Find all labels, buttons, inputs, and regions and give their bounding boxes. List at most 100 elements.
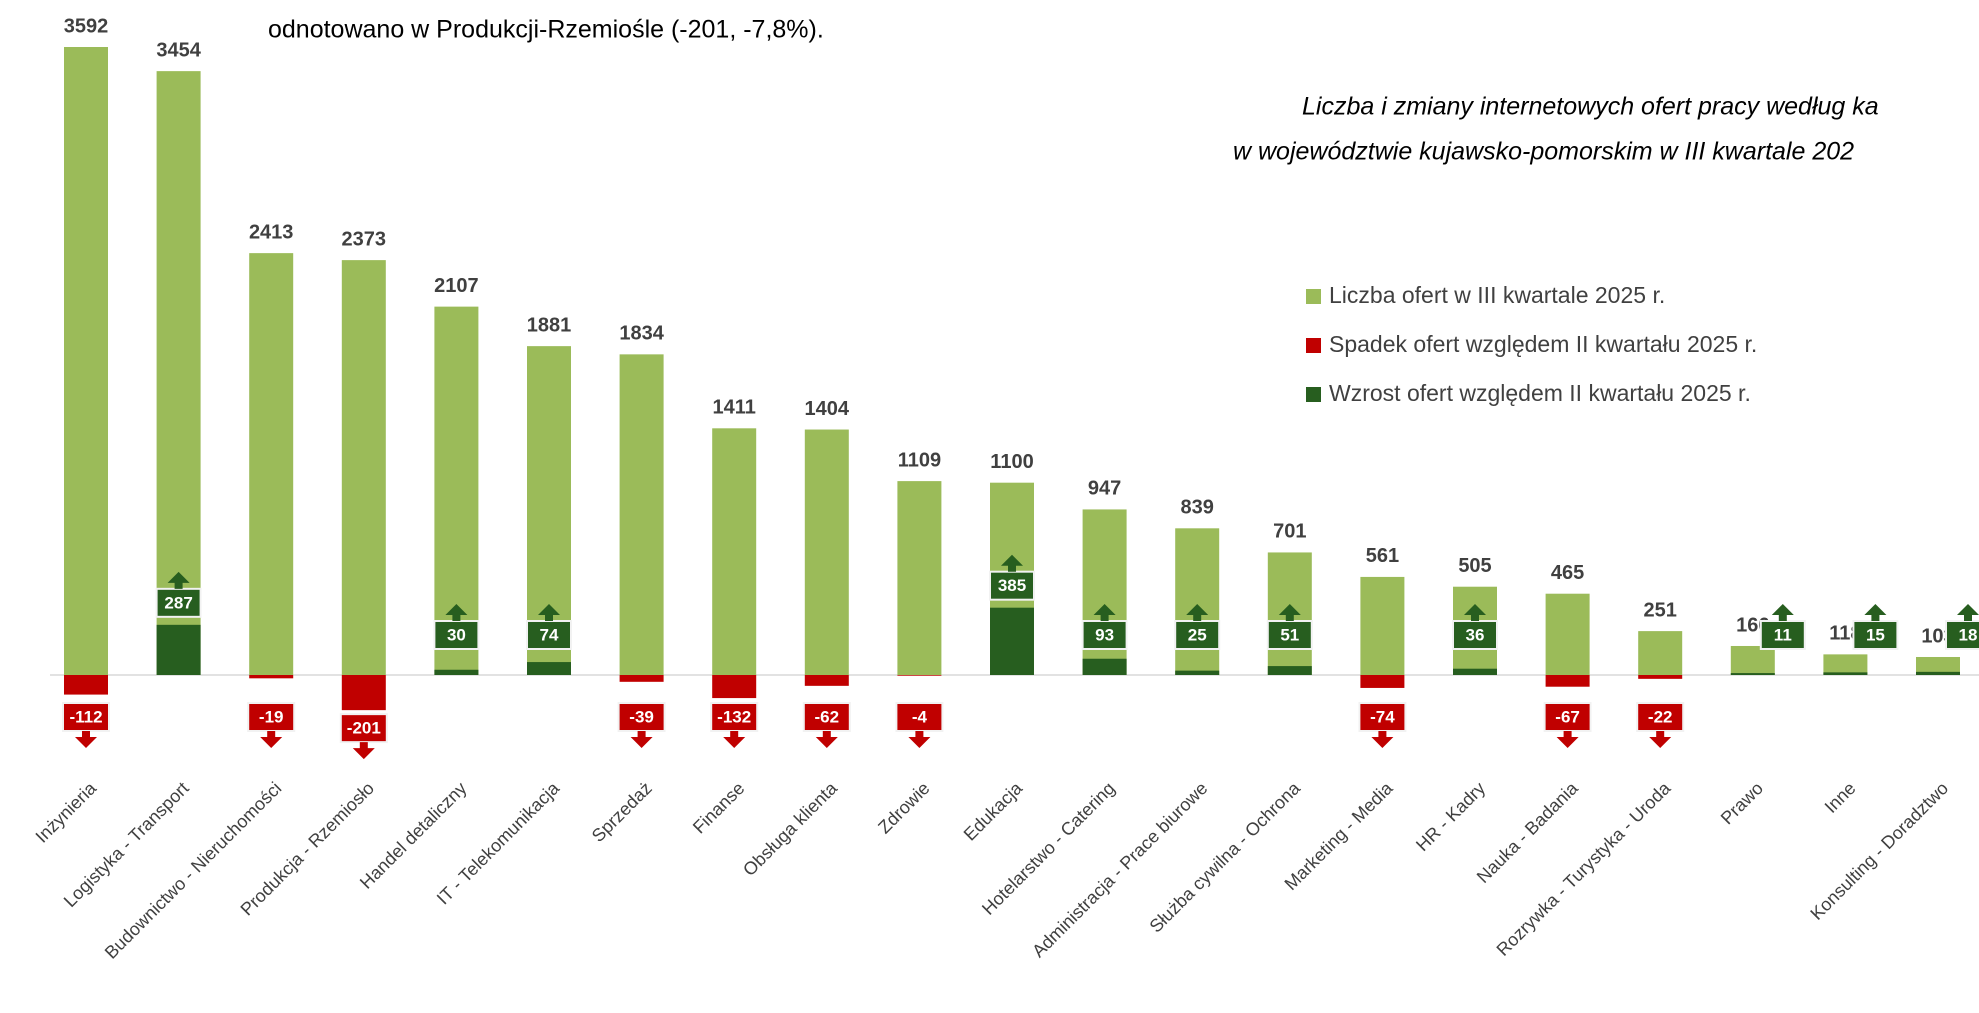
decrease-arrow (1371, 731, 1394, 748)
increase-box (1266, 620, 1313, 650)
decrease-label: -19 (259, 707, 284, 726)
bar (897, 481, 942, 675)
x-tick-label: Zdrowie (874, 778, 933, 837)
decrease-label: -74 (1370, 707, 1395, 726)
decrease-arrow (352, 742, 375, 760)
bar (1730, 645, 1775, 675)
increase-bar (1730, 673, 1775, 675)
value-label: 3454 (156, 39, 201, 61)
increase-arrow (167, 571, 190, 589)
x-tick-label: Inne (1821, 778, 1860, 817)
increase-arrow (1186, 604, 1209, 621)
increase-arrow (1957, 604, 1979, 621)
increase-arrow (1771, 604, 1794, 621)
decrease-bar (804, 675, 849, 686)
decrease-label: -4 (912, 707, 928, 726)
decrease-arrow (75, 731, 97, 748)
bar (712, 428, 757, 675)
decrease-arrow (1649, 731, 1672, 748)
decrease-bar (712, 675, 757, 699)
bar (619, 354, 664, 675)
value-label: 2373 (342, 228, 387, 250)
decrease-label: -62 (815, 707, 840, 726)
increase-label: 36 (1466, 625, 1485, 644)
decrease-arrow (908, 731, 931, 748)
decrease-box (1543, 702, 1592, 732)
bar (1638, 631, 1683, 675)
increase-arrow (1278, 604, 1301, 621)
x-tick-label: Obsługa klienta (739, 777, 842, 880)
intro-text: odnotowano w Produkcji-Rzemiośle (-201, … (268, 16, 824, 44)
increase-bar (156, 624, 201, 675)
x-tick-label: Finanse (689, 778, 748, 837)
x-tick-label: Służba cywilna - Ochrona (1146, 777, 1305, 936)
decrease-bar (341, 675, 386, 711)
x-tick-label: Nauka - Badania (1473, 777, 1583, 887)
decrease-label: -39 (629, 707, 654, 726)
value-label: 1100 (990, 451, 1033, 473)
decrease-bar (1545, 675, 1590, 687)
decrease-box (617, 702, 666, 732)
value-label: 2107 (434, 275, 479, 297)
decrease-bar (1360, 675, 1405, 688)
value-label: 947 (1088, 478, 1121, 500)
increase-arrow (1464, 604, 1486, 621)
increase-box (155, 587, 202, 618)
increase-bar (1916, 671, 1960, 675)
increase-bar (1823, 672, 1868, 675)
increase-arrow (1093, 604, 1116, 621)
value-label: 505 (1458, 555, 1491, 577)
increase-bar (527, 662, 571, 675)
decrease-box (802, 702, 851, 732)
increase-arrow (1864, 604, 1887, 621)
value-label: 465 (1551, 562, 1584, 584)
decrease-box (1636, 702, 1685, 732)
increase-label: 25 (1188, 625, 1207, 644)
value-label: 251 (1644, 599, 1677, 621)
x-tick-label: Budownictwo - Nieruchomości (101, 778, 286, 963)
bar (1823, 654, 1868, 675)
bar (341, 260, 386, 675)
decrease-bar (897, 675, 942, 676)
legend-label: Spadek ofert względem II kwartału 2025 r… (1329, 331, 1757, 357)
decrease-arrow (815, 731, 838, 748)
increase-label: 51 (1280, 625, 1299, 644)
increase-bar (1453, 668, 1497, 675)
bar (1916, 656, 1960, 675)
bar (249, 253, 294, 676)
decrease-arrow (1556, 731, 1579, 748)
legend-swatch (1306, 387, 1321, 402)
increase-bar (1267, 666, 1312, 675)
bar (804, 429, 849, 675)
decrease-label: -132 (717, 707, 751, 726)
value-label: 1881 (527, 314, 572, 336)
value-label: 839 (1181, 497, 1214, 519)
value-label: 561 (1366, 545, 1399, 567)
x-tick-label: Prawo (1717, 778, 1767, 828)
increase-label: 15 (1866, 625, 1885, 644)
increase-box (989, 570, 1035, 601)
value-label: 1411 (713, 397, 756, 419)
increase-label: 74 (540, 625, 559, 644)
value-label: 701 (1273, 521, 1306, 543)
decrease-bar (619, 675, 664, 682)
increase-bar (434, 669, 479, 675)
value-label: 2413 (249, 221, 294, 243)
decrease-label: -201 (347, 719, 381, 738)
decrease-arrow (630, 731, 653, 748)
legend-swatch (1306, 289, 1321, 304)
decrease-bar (1638, 675, 1683, 679)
chart-title: w województwie kujawsko-pomorskim w III … (1233, 138, 1854, 166)
increase-box (1174, 620, 1221, 650)
bar (64, 47, 108, 675)
increase-arrow (538, 604, 560, 621)
value-label: 1834 (619, 323, 664, 345)
bar (1545, 593, 1590, 675)
increase-bar (1175, 670, 1220, 675)
increase-bar (1082, 658, 1127, 675)
x-tick-label: Edukacja (960, 777, 1027, 844)
increase-arrow (1001, 554, 1023, 572)
decrease-bar (64, 675, 108, 695)
x-tick-label: Rozrywka - Turystyka - Uroda (1493, 777, 1675, 959)
